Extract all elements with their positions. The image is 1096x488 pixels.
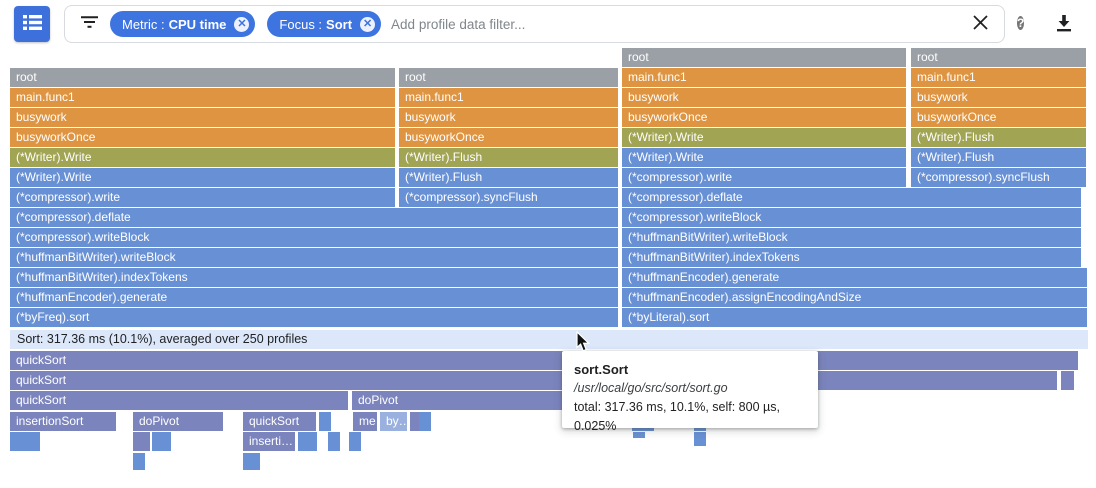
flame-frame[interactable]: (*compressor).writeBlock [622, 208, 1081, 227]
flame-frame[interactable]: (*huffmanBitWriter).writeBlock [10, 248, 618, 267]
flame-frame[interactable]: (*compressor).syncFlush [911, 168, 1086, 187]
filter-bar[interactable]: Metric : CPU time ✕ Focus : Sort ✕ [64, 5, 1005, 43]
flame-frame[interactable]: (*compressor).write [622, 168, 906, 187]
flame-frame[interactable]: (*Writer).Write [622, 128, 906, 147]
chip-value: CPU time [168, 16, 227, 32]
flame-frame[interactable] [305, 432, 317, 451]
help-icon: ? [1017, 16, 1025, 30]
frame-tooltip: sort.Sort /usr/local/go/src/sort/sort.go… [562, 351, 818, 433]
menu-button[interactable] [14, 6, 50, 42]
flame-frame[interactable]: doPivot [352, 391, 618, 410]
flame-frame[interactable] [319, 412, 331, 431]
filter-list-icon [81, 15, 98, 33]
flame-frame[interactable]: inserti… [243, 432, 295, 451]
flame-frame[interactable]: (*huffmanEncoder).generate [10, 288, 618, 307]
cancel-icon[interactable]: ✕ [234, 16, 250, 32]
flame-frame[interactable]: (*huffmanBitWriter).writeBlock [622, 228, 1081, 247]
download-icon [1055, 15, 1073, 36]
chip-label: Metric : [122, 16, 165, 32]
cancel-icon[interactable]: ✕ [360, 16, 376, 32]
flame-frame[interactable]: (*Writer).Write [10, 148, 395, 167]
flame-frame[interactable]: (*Writer).Flush [399, 148, 618, 167]
flame-frame[interactable] [28, 432, 40, 451]
flame-frame[interactable]: busyworkOnce [10, 128, 395, 147]
flame-frame[interactable]: (*Writer).Flush [911, 128, 1086, 147]
clear-filter-button[interactable] [971, 13, 990, 35]
flame-frame[interactable]: (*Writer).Flush [399, 168, 618, 187]
flame-frame[interactable]: (*compressor).deflate [622, 188, 1081, 207]
tooltip-source-path: /usr/local/go/src/sort/sort.go [574, 381, 728, 395]
flame-frame[interactable]: busywork [622, 88, 906, 107]
flame-frame[interactable]: root [10, 68, 395, 87]
flame-frame[interactable]: (*huffmanBitWriter).indexTokens [622, 248, 1081, 267]
flame-frame[interactable] [133, 453, 145, 470]
flame-frame[interactable]: main.func1 [10, 88, 395, 107]
flame-frame[interactable]: by… [380, 412, 407, 431]
flame-frame[interactable] [633, 432, 645, 438]
flame-frame[interactable]: quickSort [10, 371, 1057, 390]
tooltip-function-name: sort.Sort [574, 362, 629, 377]
flame-frame[interactable]: busyworkOnce [911, 108, 1086, 127]
tooltip-stats: total: 317.36 ms, 10.1%, self: 800 µs, 0… [574, 400, 780, 433]
flame-frame[interactable]: (*compressor).deflate [10, 208, 618, 227]
flame-frame[interactable]: quickSort [10, 391, 348, 410]
flame-frame[interactable]: main.func1 [622, 68, 906, 87]
filter-chip-metric[interactable]: Metric : CPU time ✕ [110, 11, 256, 37]
flame-frame[interactable]: busyworkOnce [622, 108, 906, 127]
flame-frame[interactable]: root [399, 68, 618, 87]
flame-frame[interactable] [694, 432, 706, 446]
flame-frame[interactable]: root [622, 48, 906, 67]
flame-frame[interactable]: root [911, 48, 1086, 67]
flame-frame[interactable]: me… [353, 412, 377, 431]
chip-value: Sort [326, 16, 353, 32]
filter-input[interactable] [391, 16, 971, 32]
flame-frame[interactable]: (*huffmanBitWriter).indexTokens [10, 268, 618, 287]
flame-frame[interactable]: main.func1 [911, 68, 1086, 87]
flame-frame[interactable]: busywork [399, 108, 618, 127]
mouse-cursor-icon [576, 330, 591, 358]
flame-frame[interactable]: (*byLiteral).sort [622, 308, 1087, 327]
flame-frame[interactable] [419, 412, 431, 431]
flame-frame[interactable]: (*Writer).Write [622, 148, 906, 167]
flame-frame[interactable]: insertionSort [10, 412, 116, 431]
flame-frame[interactable]: doPivot [133, 412, 223, 431]
flame-frame[interactable]: (*compressor).syncFlush [399, 188, 618, 207]
help-button[interactable]: ? [1017, 14, 1025, 33]
flame-frame[interactable]: (*huffmanEncoder).generate [622, 268, 1087, 287]
flame-frame[interactable]: busywork [10, 108, 395, 127]
view-list-icon [22, 14, 42, 34]
flame-frame[interactable]: busyworkOnce [399, 128, 618, 147]
flame-frame[interactable] [248, 453, 260, 470]
flame-frame[interactable] [328, 432, 340, 451]
download-button[interactable] [1055, 13, 1073, 36]
clear-icon [973, 15, 988, 33]
filter-chip-focus[interactable]: Focus : Sort ✕ [267, 11, 382, 37]
chip-label: Focus : [279, 16, 323, 32]
flame-frame[interactable]: (*byFreq).sort [10, 308, 618, 327]
flame-frame[interactable] [349, 432, 361, 451]
flame-frame[interactable]: quickSort [10, 351, 1078, 370]
flame-frame[interactable] [10, 432, 22, 451]
flame-frame[interactable] [133, 432, 150, 451]
flame-frame[interactable] [159, 432, 171, 451]
flame-frame[interactable]: main.func1 [399, 88, 618, 107]
focused-frame-banner[interactable]: Sort: 317.36 ms (10.1%), averaged over 2… [10, 330, 1088, 349]
flame-frame[interactable]: (*compressor).writeBlock [10, 228, 618, 247]
flame-frame[interactable]: busywork [911, 88, 1086, 107]
flame-frame[interactable]: quickSort [243, 412, 316, 431]
flame-frame[interactable]: (*Writer).Write [10, 168, 395, 187]
flame-frame[interactable]: (*huffmanEncoder).assignEncodingAndSize [622, 288, 1087, 307]
flame-frame[interactable]: (*Writer).Flush [911, 148, 1086, 167]
flame-frame[interactable]: (*compressor).write [10, 188, 395, 207]
flame-frame[interactable] [1061, 371, 1074, 390]
